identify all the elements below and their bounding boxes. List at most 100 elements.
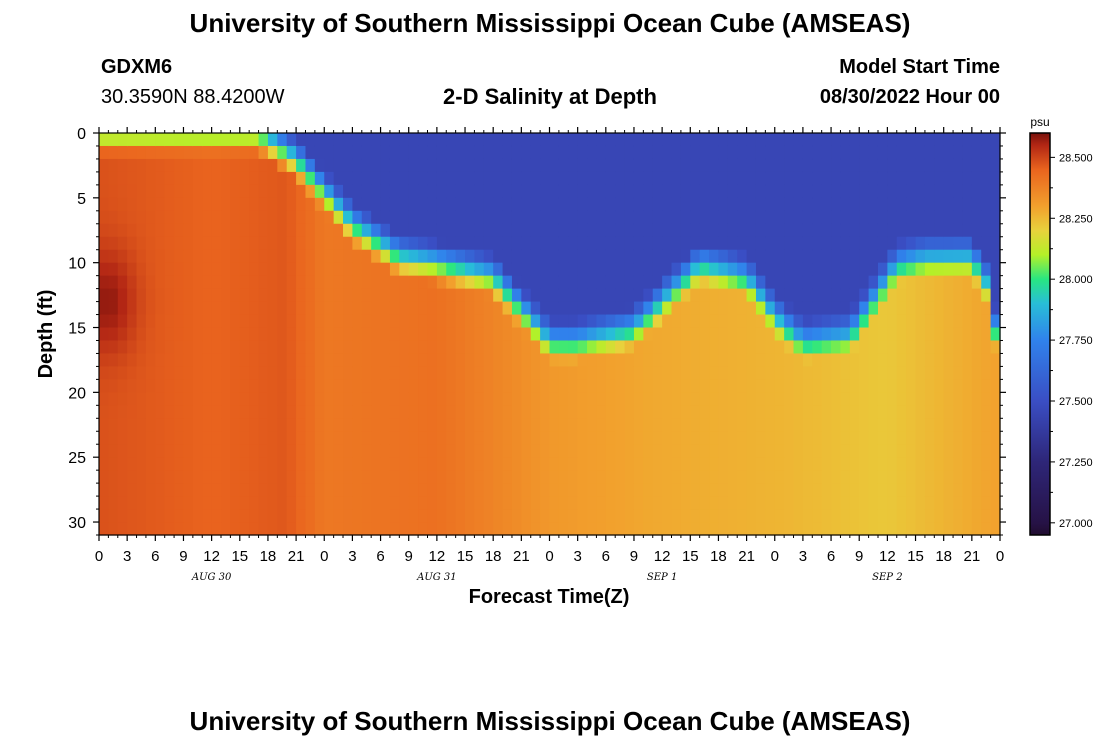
heatmap-cell	[802, 327, 813, 342]
heatmap-cell	[868, 158, 879, 173]
heatmap-cell	[436, 418, 447, 432]
heatmap-cell	[117, 366, 128, 380]
heatmap-cell	[314, 262, 325, 277]
footer-title: University of Southern Mississippi Ocean…	[189, 706, 911, 736]
heatmap-cell	[699, 236, 710, 251]
heatmap-cell	[737, 288, 748, 303]
heatmap-cell	[812, 145, 823, 160]
heatmap-cell	[155, 197, 166, 212]
heatmap-cell	[774, 158, 785, 173]
heatmap-cell	[221, 197, 231, 212]
heatmap-cell	[793, 405, 804, 419]
heatmap-cell	[183, 301, 194, 316]
heatmap-cell	[746, 496, 757, 510]
heatmap-cell	[380, 379, 391, 393]
heatmap-cell	[352, 210, 363, 225]
heatmap-cell	[755, 275, 766, 290]
heatmap-cell	[446, 366, 457, 380]
heatmap-cell	[605, 470, 616, 484]
heatmap-cell	[821, 301, 832, 316]
heatmap-cell	[277, 444, 288, 458]
heatmap-cell	[361, 392, 372, 406]
heatmap-cell	[765, 522, 776, 536]
heatmap-cell	[474, 184, 485, 199]
heatmap-cell	[455, 223, 466, 238]
heatmap-cell	[558, 210, 569, 225]
heatmap-cell	[155, 158, 166, 173]
heatmap-cell	[821, 418, 832, 432]
heatmap-cell	[446, 301, 457, 316]
heatmap-cell	[286, 418, 297, 432]
heatmap-cell	[699, 314, 710, 329]
heatmap-cell	[117, 353, 128, 368]
heatmap-cell	[380, 405, 391, 419]
heatmap-cell	[624, 314, 635, 329]
heatmap-cell	[699, 483, 710, 497]
heatmap-cell	[474, 366, 485, 380]
heatmap-cell	[906, 314, 917, 329]
heatmap-cell	[155, 366, 166, 380]
heatmap-cell	[314, 431, 325, 445]
heatmap-cell	[408, 392, 419, 406]
heatmap-cell	[615, 197, 626, 212]
heatmap-cell	[446, 392, 457, 406]
heatmap-cell	[840, 171, 851, 186]
heatmap-cell	[690, 158, 701, 173]
heatmap-cell	[971, 249, 982, 264]
heatmap-cell	[164, 288, 175, 303]
heatmap-cell	[418, 133, 429, 147]
heatmap-cell	[906, 405, 917, 419]
heatmap-cell	[821, 327, 832, 342]
heatmap-cell	[990, 249, 1001, 264]
heatmap-cell	[671, 522, 682, 536]
heatmap-cell	[286, 223, 297, 238]
heatmap-cell	[934, 288, 945, 303]
heatmap-cell	[624, 444, 635, 458]
heatmap-cell	[802, 223, 813, 238]
heatmap-cell	[906, 470, 917, 484]
heatmap-cell	[164, 262, 175, 277]
heatmap-cell	[605, 210, 616, 225]
heatmap-cell	[164, 418, 175, 432]
heatmap-cell	[953, 314, 964, 329]
heatmap-cell	[296, 133, 307, 147]
heatmap-cell	[587, 249, 598, 264]
heatmap-cell	[108, 405, 119, 419]
heatmap-cell	[981, 522, 992, 536]
heatmap-cell	[953, 223, 964, 238]
heatmap-cell	[211, 431, 222, 445]
heatmap-cell	[755, 327, 766, 342]
heatmap-cell	[943, 366, 954, 380]
heatmap-cell	[521, 353, 532, 368]
heatmap-cell	[221, 353, 231, 368]
heatmap-cell	[474, 275, 485, 290]
heatmap-cell	[540, 522, 551, 536]
heatmap-cell	[211, 509, 222, 523]
heatmap-cell	[192, 301, 203, 316]
heatmap-cell	[746, 392, 757, 406]
heatmap-cell	[821, 405, 832, 419]
heatmap-cell	[343, 210, 354, 225]
heatmap-cell	[859, 366, 870, 380]
heatmap-cell	[99, 392, 109, 406]
heatmap-cell	[652, 236, 663, 251]
heatmap-cell	[380, 340, 391, 355]
heatmap-cell	[596, 275, 607, 290]
heatmap-cell	[136, 288, 147, 303]
heatmap-cell	[934, 470, 945, 484]
heatmap-cell	[887, 496, 898, 510]
heatmap-cell	[249, 327, 260, 342]
heatmap-cell	[671, 197, 682, 212]
heatmap-cell	[361, 314, 372, 329]
heatmap-cell	[831, 288, 842, 303]
heatmap-cell	[793, 145, 804, 160]
heatmap-cell	[127, 496, 138, 510]
heatmap-cell	[840, 431, 851, 445]
heatmap-cell	[962, 392, 973, 406]
heatmap-cell	[343, 327, 354, 342]
heatmap-cell	[117, 314, 128, 329]
heatmap-cell	[286, 275, 297, 290]
heatmap-cell	[127, 210, 138, 225]
heatmap-cell	[267, 262, 278, 277]
